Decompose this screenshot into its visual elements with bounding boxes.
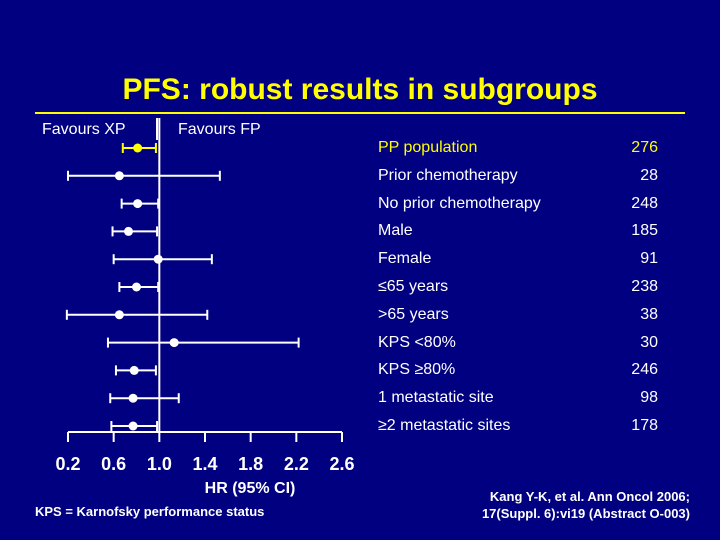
subgroup-label: Male — [378, 222, 413, 240]
hr-point — [169, 338, 179, 348]
hr-point — [128, 393, 138, 403]
subgroup-label: >65 years — [378, 305, 449, 323]
subgroup-n: 91 — [640, 250, 658, 268]
hr-point — [128, 421, 138, 431]
favours-xp-label: Favours XP — [42, 121, 126, 138]
x-tick-label: 2.2 — [283, 454, 309, 474]
citation-line-2: 17(Suppl. 6):vi19 (Abstract O-003) — [481, 506, 690, 521]
title-underline — [35, 112, 685, 114]
hr-point — [114, 310, 124, 320]
subgroup-n: 248 — [631, 194, 658, 212]
subgroup-n: 30 — [640, 333, 658, 351]
footnote: KPS = Karnofsky performance status — [35, 504, 265, 519]
subgroup-n: 178 — [631, 417, 658, 434]
hr-point — [153, 254, 163, 264]
subgroup-n: 246 — [631, 361, 658, 379]
subgroup-label: Female — [378, 250, 432, 268]
subgroup-n: 238 — [631, 278, 658, 295]
hr-point — [133, 143, 143, 153]
subgroup-n: 185 — [631, 222, 658, 240]
citation-line-1: Kang Y-K, et al. Ann Oncol 2006; — [489, 489, 690, 504]
hr-point — [129, 365, 139, 375]
subgroup-label: PP population — [378, 139, 478, 156]
subgroup-n: 276 — [631, 139, 658, 156]
hr-point — [132, 282, 141, 292]
subgroup-label: Prior chemotherapy — [378, 166, 518, 184]
subgroup-n: 98 — [640, 389, 658, 407]
x-tick-label: 0.2 — [55, 454, 81, 474]
x-axis-label: HR (95% CI) — [204, 480, 296, 497]
subgroup-label: 1 metastatic site — [378, 389, 494, 407]
hr-point — [124, 226, 134, 236]
subgroup-label: KPS ≥80% — [378, 361, 456, 379]
x-tick-label: 2.6 — [329, 454, 355, 474]
x-tick-label: 1.0 — [146, 454, 172, 474]
x-tick-label: 1.8 — [238, 454, 264, 474]
subgroup-label: KPS <80% — [378, 333, 456, 351]
subgroup-label: ≤65 years — [378, 278, 449, 295]
slide-title: PFS: robust results in subgroups — [122, 73, 598, 106]
citation: Kang Y-K, et al. Ann Oncol 2006; 17(Supp… — [400, 488, 690, 522]
hr-point — [133, 199, 143, 209]
hr-point — [114, 171, 124, 181]
subgroup-label: No prior chemotherapy — [378, 194, 541, 212]
favours-fp-label: Favours FP — [178, 121, 261, 138]
subgroup-n: 28 — [640, 166, 658, 184]
x-tick-label: 0.6 — [101, 454, 127, 474]
subgroup-n: 38 — [640, 305, 658, 323]
x-tick-label: 1.4 — [192, 454, 218, 474]
subgroup-label: ≥2 metastatic sites — [378, 417, 511, 434]
